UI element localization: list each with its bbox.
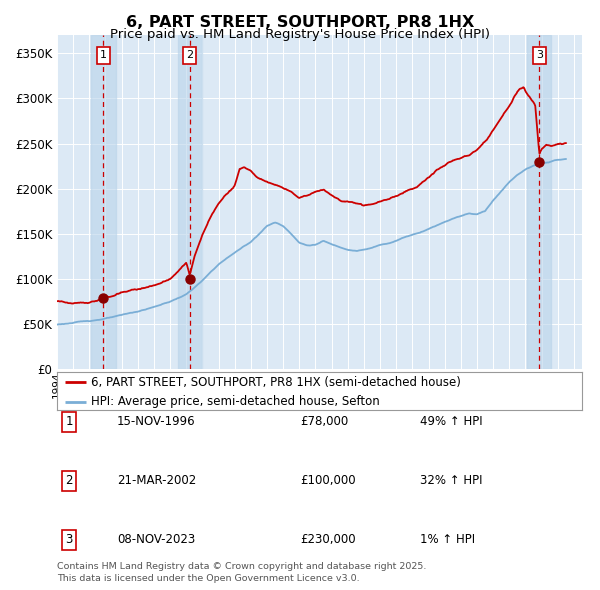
Text: 15-NOV-1996: 15-NOV-1996 bbox=[117, 415, 196, 428]
Text: 1% ↑ HPI: 1% ↑ HPI bbox=[420, 533, 475, 546]
Text: 1: 1 bbox=[100, 50, 107, 60]
Text: HPI: Average price, semi-detached house, Sefton: HPI: Average price, semi-detached house,… bbox=[91, 395, 380, 408]
Text: 6, PART STREET, SOUTHPORT, PR8 1HX: 6, PART STREET, SOUTHPORT, PR8 1HX bbox=[126, 15, 474, 30]
Text: 3: 3 bbox=[65, 533, 73, 546]
Text: £78,000: £78,000 bbox=[300, 415, 348, 428]
Bar bbox=[527, 35, 551, 369]
Text: 32% ↑ HPI: 32% ↑ HPI bbox=[420, 474, 482, 487]
Bar bbox=[178, 35, 202, 369]
Text: 49% ↑ HPI: 49% ↑ HPI bbox=[420, 415, 482, 428]
Text: 08-NOV-2023: 08-NOV-2023 bbox=[117, 533, 195, 546]
Text: 6, PART STREET, SOUTHPORT, PR8 1HX (semi-detached house): 6, PART STREET, SOUTHPORT, PR8 1HX (semi… bbox=[91, 376, 461, 389]
Text: 2: 2 bbox=[65, 474, 73, 487]
Text: Price paid vs. HM Land Registry's House Price Index (HPI): Price paid vs. HM Land Registry's House … bbox=[110, 28, 490, 41]
Text: 2: 2 bbox=[186, 50, 193, 60]
Bar bbox=[91, 35, 116, 369]
Text: £100,000: £100,000 bbox=[300, 474, 356, 487]
Text: 3: 3 bbox=[536, 50, 543, 60]
Text: 21-MAR-2002: 21-MAR-2002 bbox=[117, 474, 196, 487]
Text: Contains HM Land Registry data © Crown copyright and database right 2025.
This d: Contains HM Land Registry data © Crown c… bbox=[57, 562, 427, 583]
Text: £230,000: £230,000 bbox=[300, 533, 356, 546]
Text: 1: 1 bbox=[65, 415, 73, 428]
